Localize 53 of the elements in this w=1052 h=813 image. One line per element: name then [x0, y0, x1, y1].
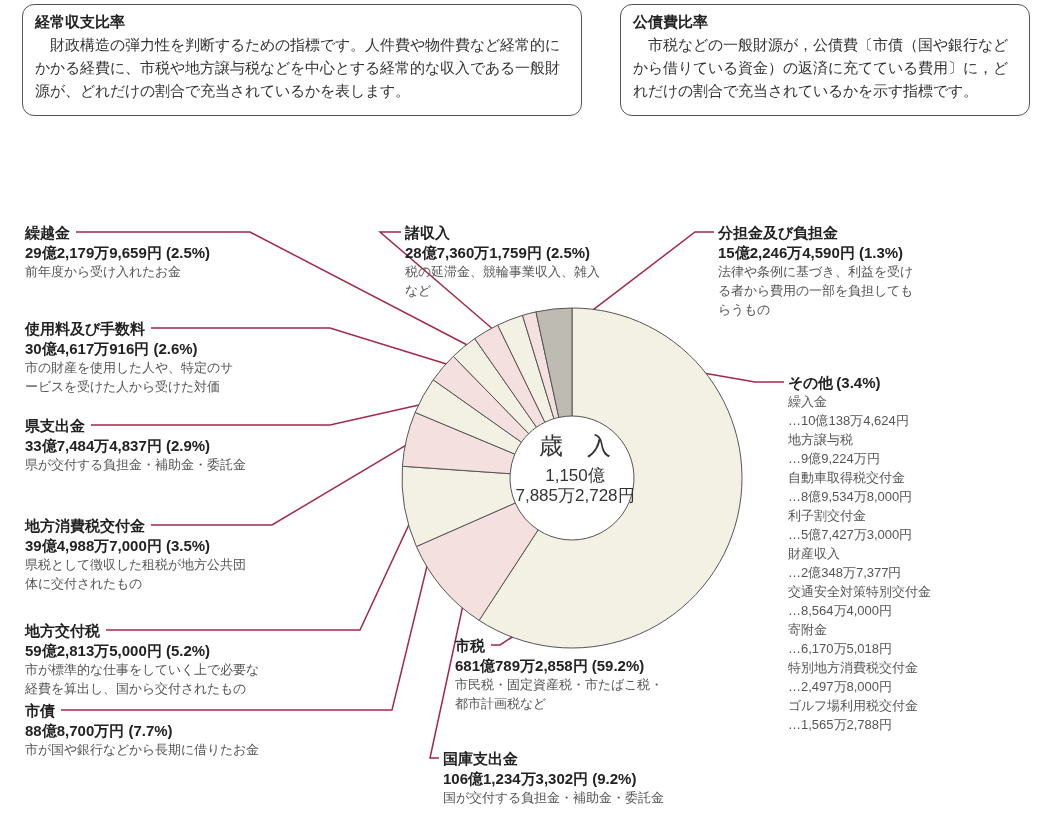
text: 市が国や銀行などから長期に借りたお金 [25, 742, 259, 757]
text: 前年度から受け入れたお金 [25, 264, 181, 279]
data-label: 29億2,179万9,659円 (2.5%) [25, 243, 211, 261]
data-label: 59億2,813万5,000円 (5.2%) [25, 641, 211, 659]
text: 地方譲与税 [787, 432, 853, 447]
text: 法律や条例に基づき、利益を受ける者から費用の一部を負担してもらうもの [718, 264, 913, 317]
text: …9億9,224万円 [788, 451, 880, 466]
data-label: 39億4,988万7,000円 (3.5%) [25, 536, 211, 554]
text: …8,564万4,000円 [788, 603, 893, 618]
text: ゴルフ場利用税交付金 [788, 698, 918, 713]
data-label: 30億4,617万916円 (2.6%) [25, 339, 198, 357]
text: 市の財産を使用した人や、特定のサービスを受けた人から受けた対価 [25, 360, 233, 394]
note-card: 経常収支比率 財政構造の弾力性を判断するための指標です。人件費や物件費など経常的にかかる経費に、市税や地方譲与税などを中心とする経常的な収入である一般財源が、どれだけの割合で充当されているかを表します。 [22, 4, 582, 116]
data-label: 88億8,700万円 (7.7%) [25, 721, 173, 739]
text: …2億348万7,377円 [788, 565, 902, 580]
data-label: 106億1,234万3,302円 (9.2%) [443, 769, 637, 787]
data-label: 15億2,246万4,590円 (1.3%) [718, 243, 904, 261]
text: 県が交付する負担金・補助金・委託金 [25, 457, 246, 472]
text: 歳 入 [539, 431, 611, 459]
text: 1,150億 7,885万2,728円 [515, 465, 635, 505]
text: 市民税・固定資産税・市たばこ税・都市計画税など [455, 677, 663, 711]
text: …6,170万5,018円 [788, 641, 893, 656]
slice-label: 市税 [454, 636, 486, 654]
text: 繰入金 [787, 394, 827, 409]
text: …10億138万4,624円 [788, 413, 909, 428]
slice-label: 繰越金 [24, 223, 70, 241]
text: 県税として徴収した租税が地方公共団体に交付されたもの [25, 557, 246, 591]
text: 寄附金 [788, 622, 827, 637]
slice-label: 使用料及び手数料 [24, 319, 145, 337]
slice-label: 国庫支出金 [443, 749, 518, 767]
slice-label: 地方交付税 [24, 621, 101, 639]
text: …5億7,427万3,000円 [788, 527, 913, 542]
data-label: 33億7,484万4,837円 (2.9%) [25, 436, 211, 454]
slice-label: 諸収入 [404, 223, 451, 241]
text: …1,565万2,788円 [788, 717, 893, 732]
slice-label: 県支出金 [24, 416, 85, 434]
slice-label: 市債 [24, 701, 55, 719]
data-label: 28億7,360万1,759円 (2.5%) [405, 243, 591, 261]
text: 市が標準的な仕事をしていく上で必要な経費を算出し、国から交付されたもの [24, 662, 259, 696]
text: 交通安全対策特別交付金 [788, 584, 931, 599]
data-label: 681億789万2,858円 (59.2%) [455, 656, 645, 674]
note-card: 公債費比率 市税などの一般財源が，公債費〔市債（国や銀行などから借りている資金）の返済に充てている費用〕に，どれだけの割合で充当されているかを示す指標です。 [620, 4, 1030, 116]
text: 国が交付する負担金・補助金・委託金 [443, 790, 664, 805]
data-label: (3.4%) [836, 373, 881, 391]
text: …2,497万8,000円 [788, 679, 893, 694]
slice-label: 地方消費税交付金 [24, 516, 145, 534]
text: 利子割交付金 [788, 508, 866, 523]
slice-label: その他 [788, 373, 834, 391]
text: 財産収入 [788, 546, 840, 561]
text: 自動車取得税交付金 [788, 470, 905, 485]
slice-label: 分担金及び負担金 [717, 223, 838, 241]
text: …8億9,534万8,000円 [788, 489, 913, 504]
text: 特別地方消費税交付金 [788, 660, 918, 675]
